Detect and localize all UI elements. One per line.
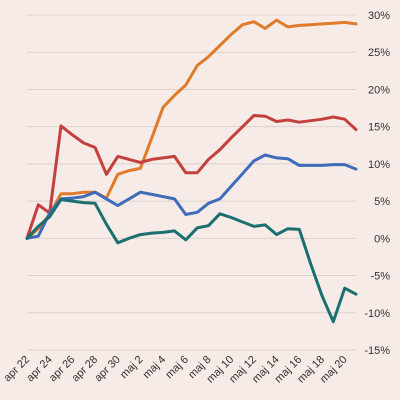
series-lines xyxy=(25,18,358,324)
y-tick-label: 10% xyxy=(368,159,390,171)
y-tick-label: 25% xyxy=(368,47,390,59)
series-line-3 xyxy=(25,153,358,240)
x-tick-label: apr 30 xyxy=(92,354,123,385)
series-line-1 xyxy=(25,18,358,240)
y-tick-label: 30% xyxy=(368,10,390,22)
series-line-4 xyxy=(25,198,358,324)
x-tick-label: maj 2 xyxy=(118,354,146,382)
grid xyxy=(27,14,356,351)
x-tick-label: maj 4 xyxy=(141,354,169,382)
y-axis-ticks: -15% -10% -5% 0% 5% 10% 15% 20% 25% 30% xyxy=(364,10,390,357)
y-tick-label: -15% xyxy=(364,345,390,357)
y-tick-label: -10% xyxy=(364,308,390,320)
x-tick-label: maj 6 xyxy=(163,354,191,382)
y-tick-label: 0% xyxy=(374,233,390,245)
y-tick-label: -5% xyxy=(370,271,390,283)
y-tick-label: 15% xyxy=(368,122,390,134)
y-tick-label: 20% xyxy=(368,84,390,96)
y-tick-label: 5% xyxy=(374,196,390,208)
series-line-2 xyxy=(25,114,358,240)
